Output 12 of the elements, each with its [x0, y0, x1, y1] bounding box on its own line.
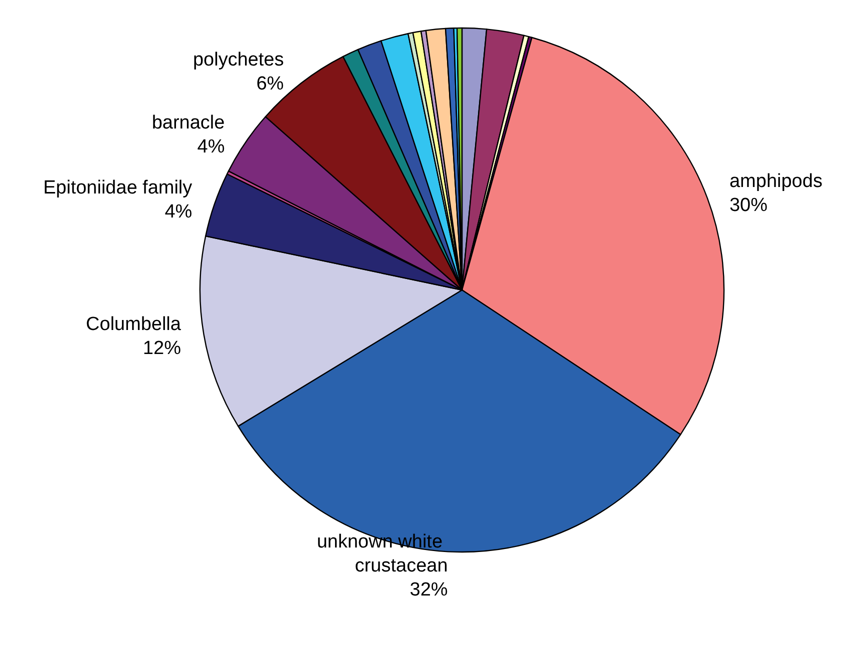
data-label: 4% — [164, 201, 192, 222]
data-label: 4% — [197, 136, 225, 158]
data-label: 6% — [256, 73, 284, 94]
slice-label: Epitoniidae family — [43, 177, 193, 198]
slice-label: unknown white crustacean — [316, 531, 448, 576]
slice-label: barnacle — [152, 112, 225, 134]
data-label: 30% — [729, 194, 768, 216]
slice-label: amphipods — [729, 170, 822, 192]
slice-label: polychetes — [192, 49, 284, 70]
slice-label: Columbella — [86, 314, 182, 336]
data-label: 32% — [410, 579, 448, 600]
data-label: 12% — [142, 338, 182, 360]
